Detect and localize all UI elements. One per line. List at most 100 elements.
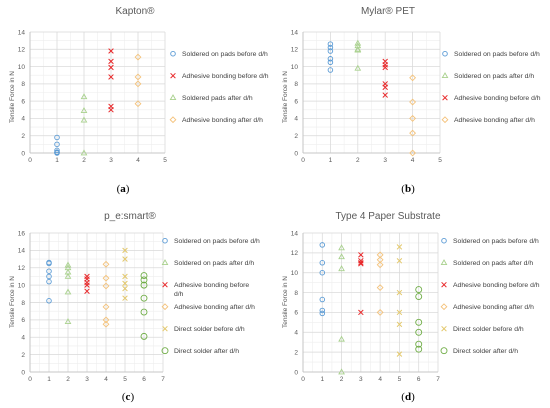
data-point bbox=[319, 242, 326, 248]
legend-label: Soldered on pads after d/h bbox=[454, 73, 534, 80]
data-point bbox=[64, 317, 72, 324]
data-point bbox=[46, 260, 52, 267]
data-point bbox=[396, 289, 403, 296]
legend-label: Soldered pads after d/h bbox=[182, 95, 253, 102]
legend-marker bbox=[169, 116, 177, 124]
x-tick-label: 1 bbox=[55, 157, 59, 164]
chart-title: Kapton® bbox=[115, 6, 155, 17]
chart-title: Type 4 Paper Substrate bbox=[335, 211, 441, 222]
y-tick-label: 10 bbox=[18, 282, 26, 289]
data-point bbox=[140, 294, 148, 302]
data-point bbox=[46, 268, 52, 274]
legend-marker bbox=[169, 94, 177, 101]
legend-label-line: Adhesive bonding after d/h bbox=[454, 117, 535, 124]
data-point bbox=[354, 39, 362, 46]
y-tick-label: 14 bbox=[291, 230, 299, 237]
data-point bbox=[64, 272, 72, 279]
y-axis-label: Tensile Force in N bbox=[282, 276, 289, 328]
data-point bbox=[376, 308, 384, 316]
data-point bbox=[122, 295, 128, 301]
legend-marker bbox=[441, 281, 447, 288]
panel-caption: (b) bbox=[401, 183, 415, 195]
legend-label: Adhesive bonding after d/h bbox=[453, 304, 534, 311]
y-tick-label: 2 bbox=[21, 352, 25, 359]
caption-letter: d bbox=[405, 391, 411, 403]
legend-marker bbox=[170, 50, 176, 57]
data-point bbox=[80, 149, 88, 156]
data-point bbox=[358, 309, 364, 316]
data-point bbox=[358, 260, 364, 266]
x-tick-label: 1 bbox=[329, 157, 333, 164]
x-tick-label: 2 bbox=[66, 376, 70, 383]
y-tick-label: 10 bbox=[291, 64, 299, 71]
data-point bbox=[64, 261, 72, 268]
x-tick-label: 4 bbox=[378, 376, 382, 383]
legend-label: Soldered on pads after d/h bbox=[174, 260, 254, 267]
grid bbox=[302, 31, 441, 154]
y-tick-label: 6 bbox=[21, 317, 25, 324]
legend-label-line: Direct solder before d/h bbox=[174, 326, 245, 333]
y-tick-label: 10 bbox=[291, 270, 299, 277]
legend-label: Adhesive bonding after d/h bbox=[454, 117, 535, 124]
legend-marker bbox=[442, 50, 448, 57]
data-point bbox=[140, 281, 148, 289]
y-tick-label: 12 bbox=[291, 47, 299, 54]
data-point bbox=[134, 100, 142, 108]
panel-d: Type 4 Paper Substrate Tensile Force in … bbox=[282, 211, 540, 403]
legend-label: Adhesive bonding before d/h bbox=[182, 73, 269, 80]
data-point bbox=[327, 48, 334, 54]
legend-label-line: Direct solder after d/h bbox=[174, 348, 239, 355]
data-point bbox=[108, 64, 114, 71]
y-tick-label: 6 bbox=[294, 310, 298, 317]
data-point bbox=[327, 59, 334, 66]
data-point bbox=[358, 252, 364, 258]
data-point bbox=[108, 48, 114, 54]
y-tick-label: 2 bbox=[294, 133, 298, 140]
data-point bbox=[108, 74, 114, 80]
y-tick-label: 10 bbox=[18, 64, 26, 71]
data-point bbox=[54, 134, 60, 141]
chart-title: p_e:smart® bbox=[104, 211, 156, 222]
data-point bbox=[140, 308, 148, 316]
legend-marker bbox=[161, 303, 169, 311]
data-point bbox=[102, 320, 110, 328]
x-tick-label: 5 bbox=[398, 376, 402, 383]
data-point bbox=[80, 116, 88, 123]
x-tick-label: 4 bbox=[104, 376, 108, 383]
data-point bbox=[338, 253, 345, 260]
data-point bbox=[327, 44, 334, 51]
y-tick-label: 12 bbox=[291, 250, 299, 257]
y-axis-label: Tensile Force in N bbox=[9, 276, 16, 328]
x-tick-label: 3 bbox=[85, 376, 89, 383]
data-point bbox=[46, 273, 52, 280]
data-point bbox=[382, 84, 388, 91]
data-point bbox=[338, 368, 345, 375]
y-tick-label: 0 bbox=[21, 369, 25, 376]
data-point bbox=[415, 345, 423, 353]
data-point bbox=[327, 41, 334, 47]
data-point bbox=[108, 58, 114, 65]
legend-marker bbox=[161, 347, 169, 355]
data-point bbox=[319, 310, 326, 317]
x-tick-label: 1 bbox=[320, 376, 324, 383]
legend-marker bbox=[440, 303, 448, 311]
data-point bbox=[102, 303, 110, 311]
data-point bbox=[396, 244, 403, 250]
y-tick-label: 0 bbox=[21, 150, 25, 157]
data-point bbox=[54, 150, 60, 156]
data-point bbox=[134, 73, 142, 81]
data-point bbox=[319, 260, 326, 266]
legend-label: Soldered on pads before d/h bbox=[174, 238, 260, 245]
y-tick-label: 8 bbox=[21, 300, 25, 307]
data-point bbox=[382, 64, 388, 71]
data-point bbox=[122, 285, 128, 292]
data-point bbox=[409, 74, 417, 82]
x-tick-label: 3 bbox=[109, 157, 113, 164]
legend-label-line: Adhesive bonding after d/h bbox=[182, 117, 263, 124]
legend-label-line: Adhesive bonding before d/h bbox=[454, 95, 541, 102]
legend-label-line: Adhesive bonding after d/h bbox=[453, 304, 534, 311]
data-point bbox=[64, 288, 72, 295]
caption-letter: b bbox=[405, 183, 411, 195]
data-point bbox=[396, 309, 403, 316]
